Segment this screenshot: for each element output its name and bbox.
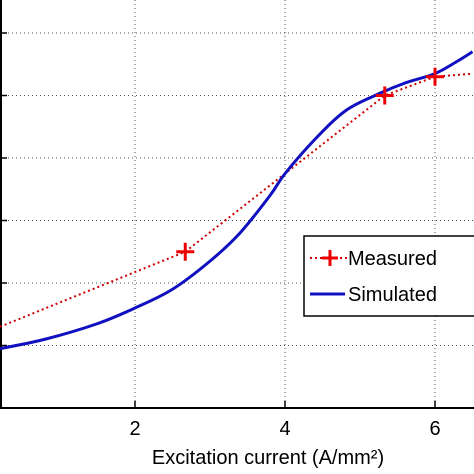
axes-layer: 2 4 6 xyxy=(0,0,474,440)
grid-layer xyxy=(0,0,474,408)
x-tick-label-0: 2 xyxy=(129,418,140,440)
series-layer xyxy=(0,50,474,351)
legend-layer: Measured Simulated xyxy=(303,235,474,317)
x-tick-label-2: 6 xyxy=(429,418,440,440)
legend-simulated-label: Simulated xyxy=(348,284,437,306)
legend-measured-label: Measured xyxy=(348,248,437,270)
series-simulated-line xyxy=(0,50,474,351)
measured-point-0 xyxy=(176,242,195,261)
legend-box xyxy=(303,235,474,317)
measured-point-2 xyxy=(426,67,444,86)
x-axis-label: Excitation current (A/mm²) xyxy=(152,447,384,469)
measured-point-1 xyxy=(375,86,394,105)
x-tick-label-1: 4 xyxy=(279,418,290,440)
